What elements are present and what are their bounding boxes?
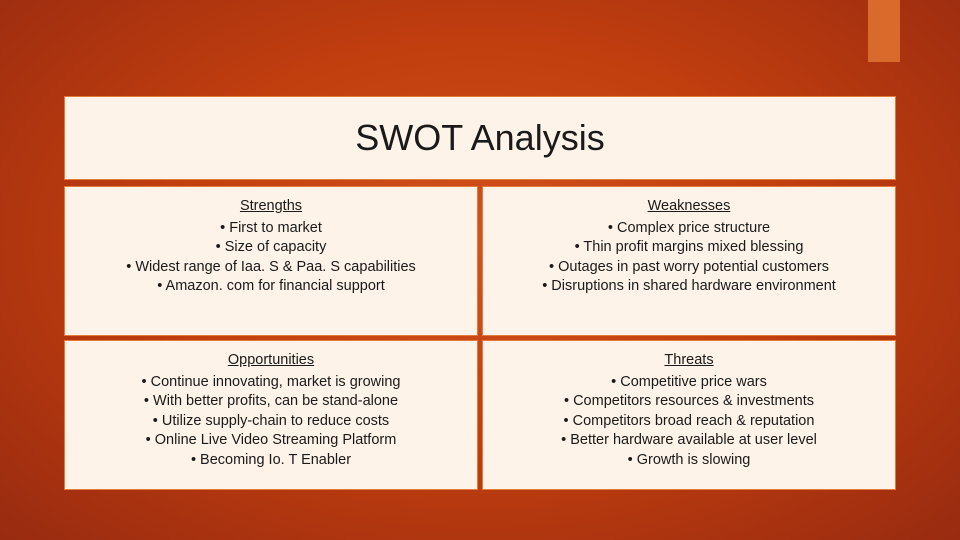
list-item: Outages in past worry potential customer… [549, 258, 829, 278]
swot-grid: Strengths First to market Size of capaci… [64, 186, 896, 490]
list-item: Online Live Video Streaming Platform [146, 431, 397, 451]
list-item: Continue innovating, market is growing [142, 373, 401, 393]
list-item: First to market [220, 219, 322, 239]
list-item: Disruptions in shared hardware environme… [542, 277, 836, 297]
list-item: Growth is slowing [628, 451, 751, 471]
weaknesses-heading: Weaknesses [648, 197, 731, 217]
list-item: Competitors resources & investments [564, 392, 814, 412]
accent-bar [868, 0, 900, 62]
threats-heading: Threats [664, 351, 713, 371]
list-item: Competitors broad reach & reputation [564, 412, 815, 432]
list-item: Amazon. com for financial support [157, 277, 385, 297]
slide-title: SWOT Analysis [75, 117, 885, 159]
opportunities-cell: Opportunities Continue innovating, marke… [64, 340, 478, 490]
threats-cell: Threats Competitive price wars Competito… [482, 340, 896, 490]
list-item: Thin profit margins mixed blessing [575, 238, 804, 258]
list-item: Widest range of Iaa. S & Paa. S capabili… [126, 258, 416, 278]
list-item: Competitive price wars [611, 373, 767, 393]
list-item: Size of capacity [216, 238, 327, 258]
list-item: Better hardware available at user level [561, 431, 817, 451]
weaknesses-cell: Weaknesses Complex price structure Thin … [482, 186, 896, 336]
swot-panel: SWOT Analysis Strengths First to market … [64, 96, 896, 490]
title-box: SWOT Analysis [64, 96, 896, 180]
strengths-cell: Strengths First to market Size of capaci… [64, 186, 478, 336]
opportunities-heading: Opportunities [228, 351, 314, 371]
list-item: Complex price structure [608, 219, 770, 239]
strengths-heading: Strengths [240, 197, 302, 217]
list-item: Becoming Io. T Enabler [191, 451, 351, 471]
list-item: With better profits, can be stand-alone [144, 392, 398, 412]
list-item: Utilize supply-chain to reduce costs [153, 412, 389, 432]
